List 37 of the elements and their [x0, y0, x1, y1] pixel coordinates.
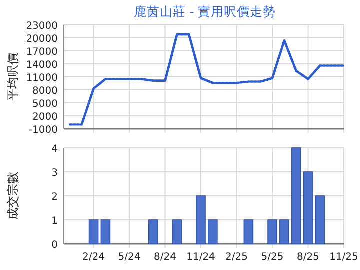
- y-tick-label: -1000: [28, 125, 58, 136]
- y-tick-label: 3: [52, 168, 58, 179]
- x-tick-label: 11/25: [330, 252, 358, 263]
- x-tick-label: 8/24: [154, 252, 177, 263]
- y-tick-label: 17000: [26, 47, 58, 58]
- y-tick-label: 20000: [26, 34, 58, 45]
- x-tick-label: 8/25: [297, 252, 320, 263]
- y-tick-label: 1: [52, 216, 58, 227]
- y-tick-label: 8000: [32, 86, 58, 97]
- bar: [280, 220, 290, 244]
- y-tick-label: 5000: [32, 99, 58, 110]
- bar: [208, 220, 218, 244]
- y-tick-label: 14000: [26, 60, 58, 71]
- y-tick-label: 4: [52, 144, 58, 155]
- y-tick-label: 2: [52, 192, 58, 203]
- x-tick-label: 5/24: [118, 252, 141, 263]
- bar: [88, 220, 99, 244]
- bar: [315, 196, 326, 244]
- bar: [303, 172, 314, 244]
- bar: [244, 220, 254, 244]
- y-tick-label: 11000: [26, 73, 58, 84]
- y-axis-title: 成交宗數: [6, 172, 20, 220]
- x-tick-label: 2/25: [226, 252, 248, 263]
- bar: [291, 148, 302, 244]
- y-tick-label: 2000: [32, 112, 58, 123]
- x-tick-label: 5/25: [261, 252, 284, 263]
- bar: [196, 196, 206, 244]
- x-tick-label: 2/24: [82, 252, 106, 263]
- bar: [172, 220, 182, 244]
- chart-title: 鹿茵山莊 - 實用呎價走勢: [134, 4, 276, 19]
- y-axis-title: 平均呎價: [6, 53, 20, 101]
- x-tick-label: 11/24: [186, 252, 216, 263]
- y-tick-label: 23000: [26, 21, 58, 32]
- bar: [268, 220, 278, 244]
- bar: [148, 220, 158, 244]
- bar: [100, 220, 111, 244]
- y-tick-label: 0: [52, 240, 58, 251]
